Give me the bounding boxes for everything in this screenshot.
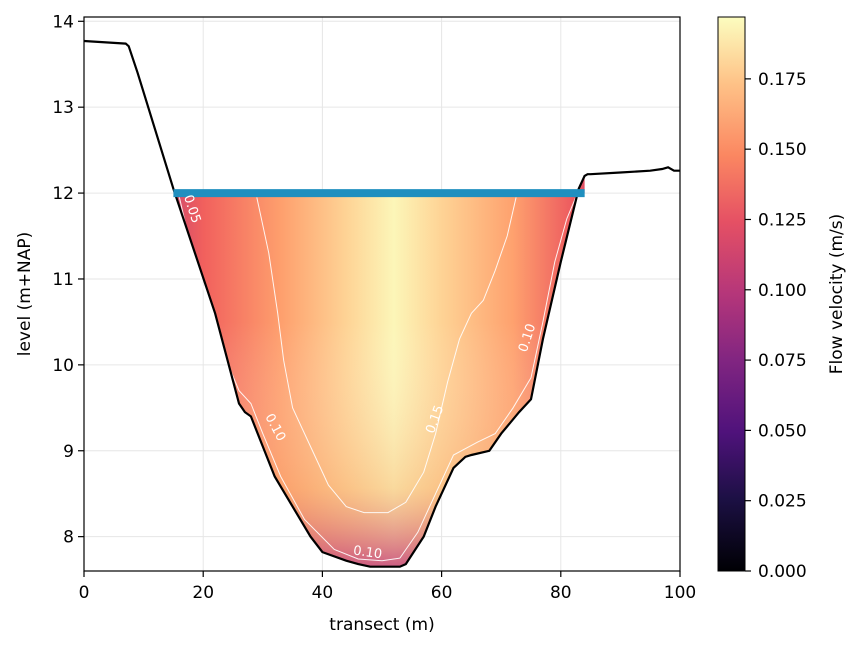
x-tick-label: 80	[550, 583, 572, 603]
x-tick-label: 60	[431, 583, 453, 603]
y-axis-label: level (m+NAP)	[15, 232, 35, 357]
colorbar-tick-label: 0.050	[758, 421, 807, 441]
y-tick-label: 13	[52, 98, 74, 118]
colorbar-tick-label: 0.075	[758, 351, 807, 371]
x-axis-label: transect (m)	[329, 615, 434, 635]
y-tick-label: 11	[52, 270, 74, 290]
colorbar-tick-label: 0.125	[758, 210, 807, 230]
velocity-field-shade	[173, 175, 585, 567]
contour-label: 0.10	[352, 543, 383, 562]
y-tick-label: 9	[63, 442, 74, 462]
velocity-field	[173, 175, 585, 567]
colorbar-tick-label: 0.025	[758, 492, 807, 512]
x-tick-label: 40	[312, 583, 334, 603]
y-tick-label: 14	[52, 12, 74, 32]
plot-frame	[83, 16, 681, 572]
colorbar-tick-label: 0.150	[758, 140, 807, 160]
bed-profile-line	[84, 39, 680, 568]
contour-line	[399, 197, 577, 559]
x-tick-label: 0	[79, 583, 90, 603]
y-axis-ticks: 8 9 10 11 12 13 14	[52, 12, 84, 548]
colorbar-label: Flow velocity (m/s)	[827, 214, 847, 374]
y-tick-label: 12	[52, 184, 74, 204]
colorbar-tick-label: 0.000	[758, 562, 807, 582]
y-tick-label: 10	[52, 356, 74, 376]
contour-line	[256, 197, 517, 514]
contour-lines	[178, 197, 577, 562]
x-tick-label: 20	[192, 583, 214, 603]
contour-line	[178, 197, 400, 562]
colorbar-tick-label: 0.100	[758, 281, 807, 301]
x-tick-label: 100	[664, 583, 696, 603]
x-axis-ticks: 0 20 40 60 80 100	[79, 571, 696, 603]
colorbar-tick-label: 0.175	[758, 70, 807, 90]
y-tick-label: 8	[63, 528, 74, 548]
colorbar	[717, 16, 746, 572]
colorbar-ticks: 0.000 0.025 0.050 0.075 0.100 0.125 0.150 0.175	[745, 70, 807, 582]
